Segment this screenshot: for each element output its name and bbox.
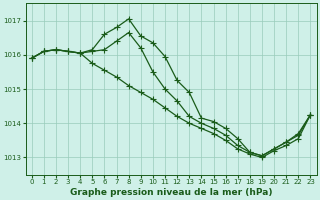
X-axis label: Graphe pression niveau de la mer (hPa): Graphe pression niveau de la mer (hPa) [70, 188, 272, 197]
